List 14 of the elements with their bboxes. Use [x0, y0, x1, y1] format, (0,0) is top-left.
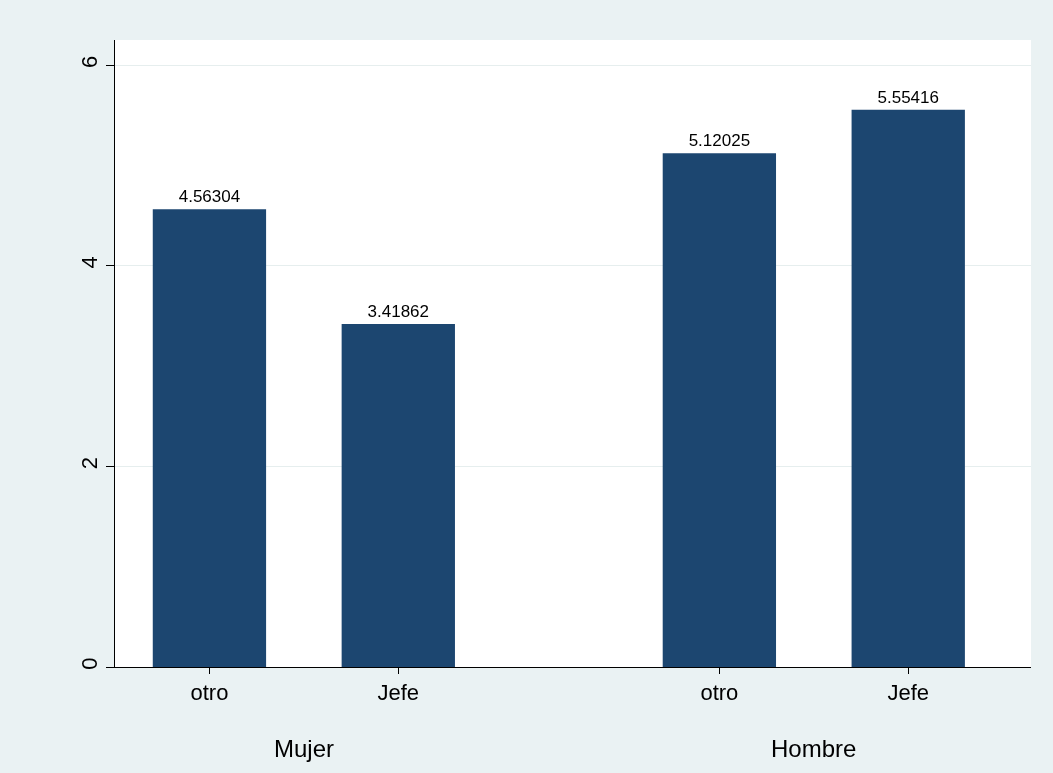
x-tick-label: otro — [190, 680, 229, 706]
x-tick-label: otro — [700, 680, 739, 706]
data-label: 3.41862 — [367, 302, 430, 322]
y-tick-label: 6 — [77, 55, 103, 68]
y-tick-label: 4 — [77, 256, 103, 269]
data-label: 5.12025 — [688, 131, 751, 151]
text: Mujer — [274, 735, 335, 762]
text: Hombre — [771, 735, 857, 762]
data-label: 4.56304 — [178, 187, 241, 207]
data-label: 5.55416 — [877, 87, 939, 107]
y-tick-label: 2 — [77, 456, 103, 470]
y-tick-label: 0 — [77, 657, 103, 670]
x-tick-label: Jefe — [887, 680, 930, 706]
x-tick-label: Jefe — [377, 680, 420, 706]
